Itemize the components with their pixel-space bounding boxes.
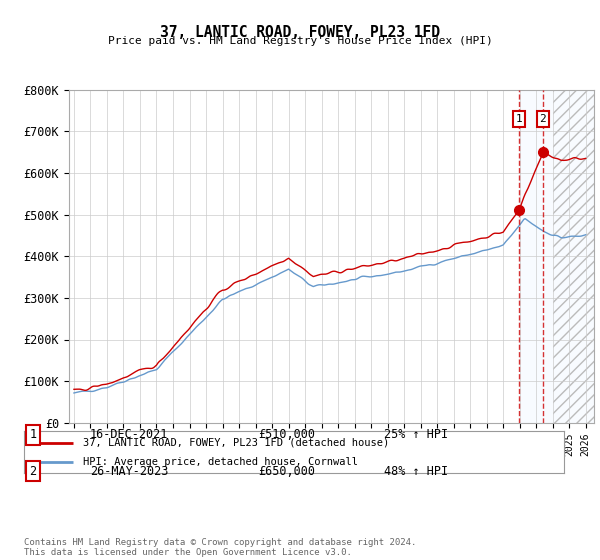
Text: 37, LANTIC ROAD, FOWEY, PL23 1FD (detached house): 37, LANTIC ROAD, FOWEY, PL23 1FD (detach… <box>83 437 389 447</box>
Text: 26-MAY-2023: 26-MAY-2023 <box>90 465 169 478</box>
Text: 2: 2 <box>539 114 547 124</box>
Text: 25% ↑ HPI: 25% ↑ HPI <box>384 428 448 441</box>
Text: 16-DEC-2021: 16-DEC-2021 <box>90 428 169 441</box>
Bar <box>519 90 594 423</box>
Text: 1: 1 <box>515 114 523 124</box>
Text: Contains HM Land Registry data © Crown copyright and database right 2024.
This d: Contains HM Land Registry data © Crown c… <box>24 538 416 557</box>
Text: £510,000: £510,000 <box>258 428 315 441</box>
Text: 2: 2 <box>29 465 37 478</box>
Text: 1: 1 <box>29 428 37 441</box>
Text: £650,000: £650,000 <box>258 465 315 478</box>
Bar <box>553 90 594 423</box>
Text: Price paid vs. HM Land Registry's House Price Index (HPI): Price paid vs. HM Land Registry's House … <box>107 36 493 46</box>
Text: HPI: Average price, detached house, Cornwall: HPI: Average price, detached house, Corn… <box>83 457 358 467</box>
Text: 48% ↑ HPI: 48% ↑ HPI <box>384 465 448 478</box>
Text: 37, LANTIC ROAD, FOWEY, PL23 1FD: 37, LANTIC ROAD, FOWEY, PL23 1FD <box>160 25 440 40</box>
